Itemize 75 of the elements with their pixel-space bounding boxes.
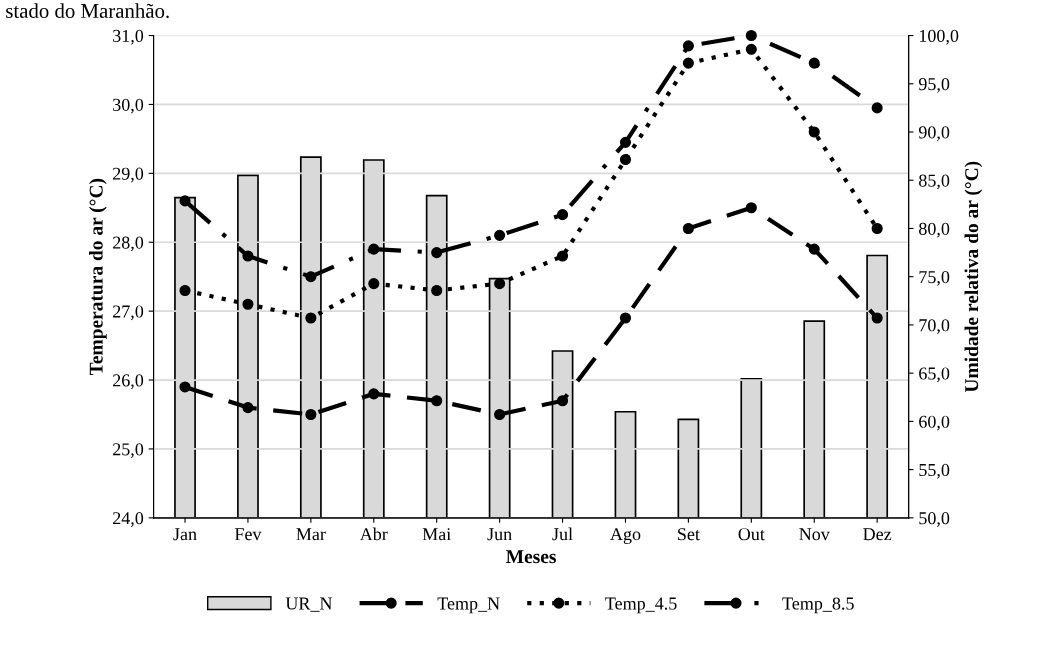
- point: [871, 222, 883, 235]
- legend-label: UR_N: [285, 597, 333, 612]
- point: [179, 195, 191, 207]
- x-tick-label: Mar: [296, 528, 326, 541]
- y2-tick-label: 55,0: [919, 463, 950, 479]
- x-tick-label: Jan: [173, 528, 197, 541]
- point: [745, 29, 757, 42]
- point: [431, 395, 443, 407]
- point: [305, 408, 317, 421]
- legend-label: Temp_N: [437, 597, 500, 614]
- point: [179, 284, 191, 297]
- x-tick-label: Ago: [610, 528, 641, 544]
- y-tick-label: 28,0: [113, 236, 144, 252]
- y2-tick-label: 75,0: [919, 270, 950, 286]
- point: [305, 312, 317, 324]
- point: [242, 250, 254, 262]
- x-axis-title: Meses: [506, 550, 556, 564]
- point: [682, 222, 694, 235]
- x-tick-label: Nov: [799, 528, 830, 541]
- point: [808, 243, 820, 255]
- point: [556, 250, 569, 262]
- x-tick-label: Set: [678, 528, 700, 541]
- point: [431, 247, 443, 259]
- point: [745, 202, 757, 214]
- point: [494, 278, 506, 290]
- point: [871, 102, 883, 114]
- point: [242, 298, 254, 310]
- y2-axis-title: Umidade relativa do ar (°C): [964, 161, 983, 393]
- point: [682, 57, 694, 69]
- point: [368, 388, 380, 400]
- point: [808, 126, 820, 138]
- y2-tick-label: 60,0: [919, 415, 950, 431]
- y2-tick-label: 100,0: [919, 29, 959, 45]
- point: [431, 284, 443, 297]
- point: [871, 312, 883, 324]
- x-tick-label: Jun: [487, 528, 512, 541]
- y2-tick-label: 95,0: [918, 78, 950, 93]
- point: [368, 243, 380, 255]
- point: [556, 209, 569, 221]
- point: [619, 312, 632, 324]
- y2-tick-label: 80,0: [919, 222, 950, 238]
- x-tick-label: Jul: [552, 527, 573, 541]
- x-tick-label: Fev: [234, 528, 262, 541]
- point: [619, 136, 632, 148]
- point: [494, 229, 506, 241]
- y-tick-label: 31,0: [113, 29, 144, 45]
- y-tick-label: 27,0: [113, 305, 144, 321]
- y2-tick-label: 90,0: [918, 126, 950, 142]
- y-tick-label: 26,0: [113, 374, 144, 390]
- point: [242, 402, 254, 414]
- point: [494, 408, 506, 421]
- legend-label: Temp_8.5: [782, 597, 854, 614]
- text: stado do Maranhão.: [6, 3, 169, 19]
- x-tick-label: Mai: [422, 528, 451, 541]
- y-tick-label: 24,0: [113, 512, 144, 527]
- y-tick-label: 25,0: [113, 443, 144, 458]
- legend-label: Temp_4.5: [605, 597, 677, 614]
- y2-tick-label: 70,0: [919, 319, 950, 334]
- point: [745, 43, 757, 55]
- x-tick-label: Dez: [863, 528, 892, 541]
- x-tick-label: Out: [738, 528, 765, 541]
- point: [682, 40, 694, 52]
- y-tick-label: 29,0: [113, 167, 144, 183]
- y-tick-label: 30,0: [113, 98, 144, 114]
- y2-tick-label: 50,0: [919, 512, 950, 527]
- point: [368, 278, 380, 290]
- y-axis-title: Temperatura do ar (°C): [89, 178, 107, 376]
- point: [619, 153, 632, 166]
- point: [305, 271, 317, 283]
- y2-tick-label: 65,0: [919, 367, 950, 383]
- point: [808, 57, 820, 69]
- x-tick-label: Abr: [359, 527, 388, 541]
- point: [556, 395, 569, 407]
- y2-tick-label: 85,0: [919, 174, 950, 190]
- point: [179, 381, 191, 393]
